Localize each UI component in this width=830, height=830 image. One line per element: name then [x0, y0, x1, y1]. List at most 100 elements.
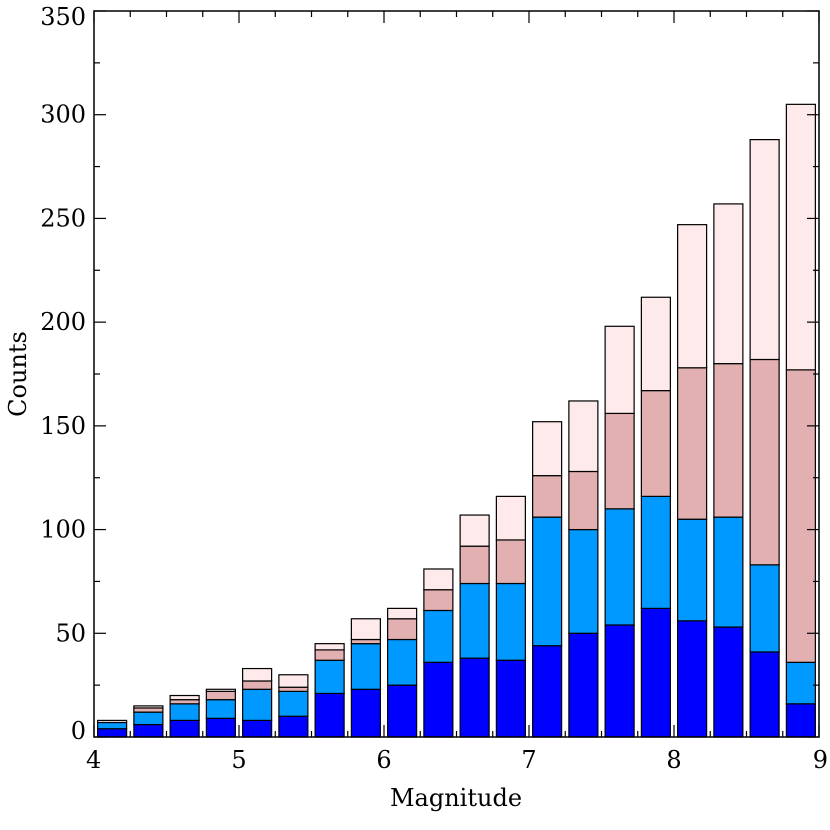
bar-segment-1-bin-2	[133, 723, 164, 738]
bar-segment-2-bin-18	[713, 516, 744, 628]
bar-segment-4-bin-4	[205, 688, 236, 692]
bar-segment-4-bin-5	[242, 667, 273, 682]
bar-segment-2-bin-16	[640, 495, 671, 609]
bar-segment-4-bin-8	[350, 618, 381, 641]
bar-segment-2-bin-11	[459, 582, 490, 659]
bar-segment-4-bin-1	[97, 719, 128, 724]
bar-segment-4-bin-11	[459, 514, 490, 547]
bar-segment-3-bin-10	[423, 589, 454, 612]
bar-segment-2-bin-12	[495, 582, 526, 661]
bar-segment-1-bin-15	[604, 624, 635, 738]
bar-segment-3-bin-14	[568, 470, 599, 531]
bar-segment-1-bin-13	[532, 645, 563, 738]
y-tick-label: 0	[71, 717, 86, 745]
bar-segment-3-bin-11	[459, 545, 490, 585]
bar-segment-2-bin-14	[568, 528, 599, 634]
bar-segment-3-bin-9	[387, 618, 418, 641]
bar-segment-1-bin-7	[314, 692, 345, 738]
y-tick-label: 250	[40, 204, 86, 232]
bar-segment-3-bin-19	[749, 358, 780, 566]
bar-segment-3-bin-6	[278, 686, 309, 692]
bar-segment-1-bin-11	[459, 657, 490, 738]
bar-segment-3-bin-18	[713, 363, 744, 518]
bar-segment-1-bin-12	[495, 659, 526, 738]
bar-segment-2-bin-1	[97, 721, 128, 730]
bar-segment-2-bin-20	[785, 661, 816, 705]
bar-segment-1-bin-1	[97, 728, 128, 738]
bar-segment-1-bin-10	[423, 661, 454, 738]
bar-segment-1-bin-3	[169, 719, 200, 738]
tick-labels-group: 4 5 6 7 8 9 0 50 100 150 200 250 300 350	[40, 3, 828, 774]
bar-segment-1-bin-18	[713, 626, 744, 738]
bars-group	[97, 103, 816, 738]
bar-segment-2-bin-13	[532, 516, 563, 647]
y-tick-label: 350	[40, 3, 86, 31]
bar-segment-2-bin-7	[314, 659, 345, 695]
y-tick-label: 100	[40, 516, 86, 544]
y-tick-label: 50	[55, 619, 86, 647]
bar-segment-4-bin-12	[495, 495, 526, 541]
y-axis-title: Counts	[4, 331, 32, 417]
bar-segment-1-bin-19	[749, 651, 780, 738]
x-tick-label: 5	[231, 746, 246, 774]
bar-segment-1-bin-20	[785, 703, 816, 738]
bar-segment-3-bin-5	[242, 680, 273, 690]
bar-segment-2-bin-2	[133, 711, 164, 726]
bar-segment-3-bin-8	[350, 638, 381, 645]
bar-segment-4-bin-2	[133, 705, 164, 709]
bar-segment-3-bin-4	[205, 690, 236, 701]
bar-segment-1-bin-9	[387, 684, 418, 738]
bar-segment-3-bin-3	[169, 699, 200, 705]
bar-segment-1-bin-4	[205, 717, 236, 738]
bar-segment-1-bin-5	[242, 719, 273, 738]
bar-segment-3-bin-12	[495, 539, 526, 585]
bar-segment-2-bin-9	[387, 638, 418, 686]
bar-segment-4-bin-14	[568, 400, 599, 473]
bar-segment-4-bin-9	[387, 607, 418, 620]
x-tick-label: 9	[813, 746, 828, 774]
bar-segment-3-bin-16	[640, 389, 671, 497]
bar-segment-4-bin-15	[604, 325, 635, 415]
bar-segment-4-bin-13	[532, 421, 563, 477]
bar-segment-3-bin-17	[677, 367, 708, 520]
bar-segment-4-bin-3	[169, 694, 200, 701]
bar-segment-2-bin-6	[278, 690, 309, 717]
bar-segment-4-bin-7	[314, 643, 345, 651]
x-tick-label: 7	[521, 746, 536, 774]
bar-segment-2-bin-4	[205, 699, 236, 719]
bar-segment-2-bin-19	[749, 564, 780, 653]
plot-frame	[93, 10, 820, 738]
bar-segment-3-bin-15	[604, 412, 635, 510]
ticks-group	[93, 10, 820, 738]
bar-segment-4-bin-19	[749, 139, 780, 361]
x-axis-title: Magnitude	[390, 784, 522, 812]
y-tick-label: 200	[40, 308, 86, 336]
bar-segment-1-bin-16	[640, 607, 671, 738]
bar-segment-4-bin-16	[640, 296, 671, 392]
y-tick-label: 300	[40, 101, 86, 129]
y-tick-label: 150	[40, 412, 86, 440]
bar-segment-2-bin-5	[242, 688, 273, 722]
bar-segment-3-bin-2	[133, 707, 164, 713]
bar-segment-4-bin-6	[278, 674, 309, 688]
x-tick-label: 4	[86, 746, 101, 774]
bar-segment-4-bin-10	[423, 568, 454, 591]
bar-segment-2-bin-8	[350, 643, 381, 690]
bar-segment-2-bin-3	[169, 703, 200, 722]
bar-segment-2-bin-10	[423, 609, 454, 663]
bar-segment-4-bin-20	[785, 103, 816, 371]
bar-segment-1-bin-8	[350, 688, 381, 738]
bar-segment-3-bin-7	[314, 649, 345, 661]
bar-segment-1-bin-17	[677, 620, 708, 738]
bar-segment-4-bin-18	[713, 203, 744, 365]
bar-segment-4-bin-17	[677, 224, 708, 369]
bar-segment-2-bin-17	[677, 518, 708, 622]
bar-segment-3-bin-13	[532, 475, 563, 518]
x-tick-label: 8	[666, 746, 681, 774]
bar-segment-2-bin-15	[604, 508, 635, 626]
bar-segment-1-bin-6	[278, 715, 309, 738]
bar-segment-3-bin-20	[785, 369, 816, 663]
x-tick-label: 6	[376, 746, 391, 774]
bar-segment-1-bin-14	[568, 632, 599, 738]
